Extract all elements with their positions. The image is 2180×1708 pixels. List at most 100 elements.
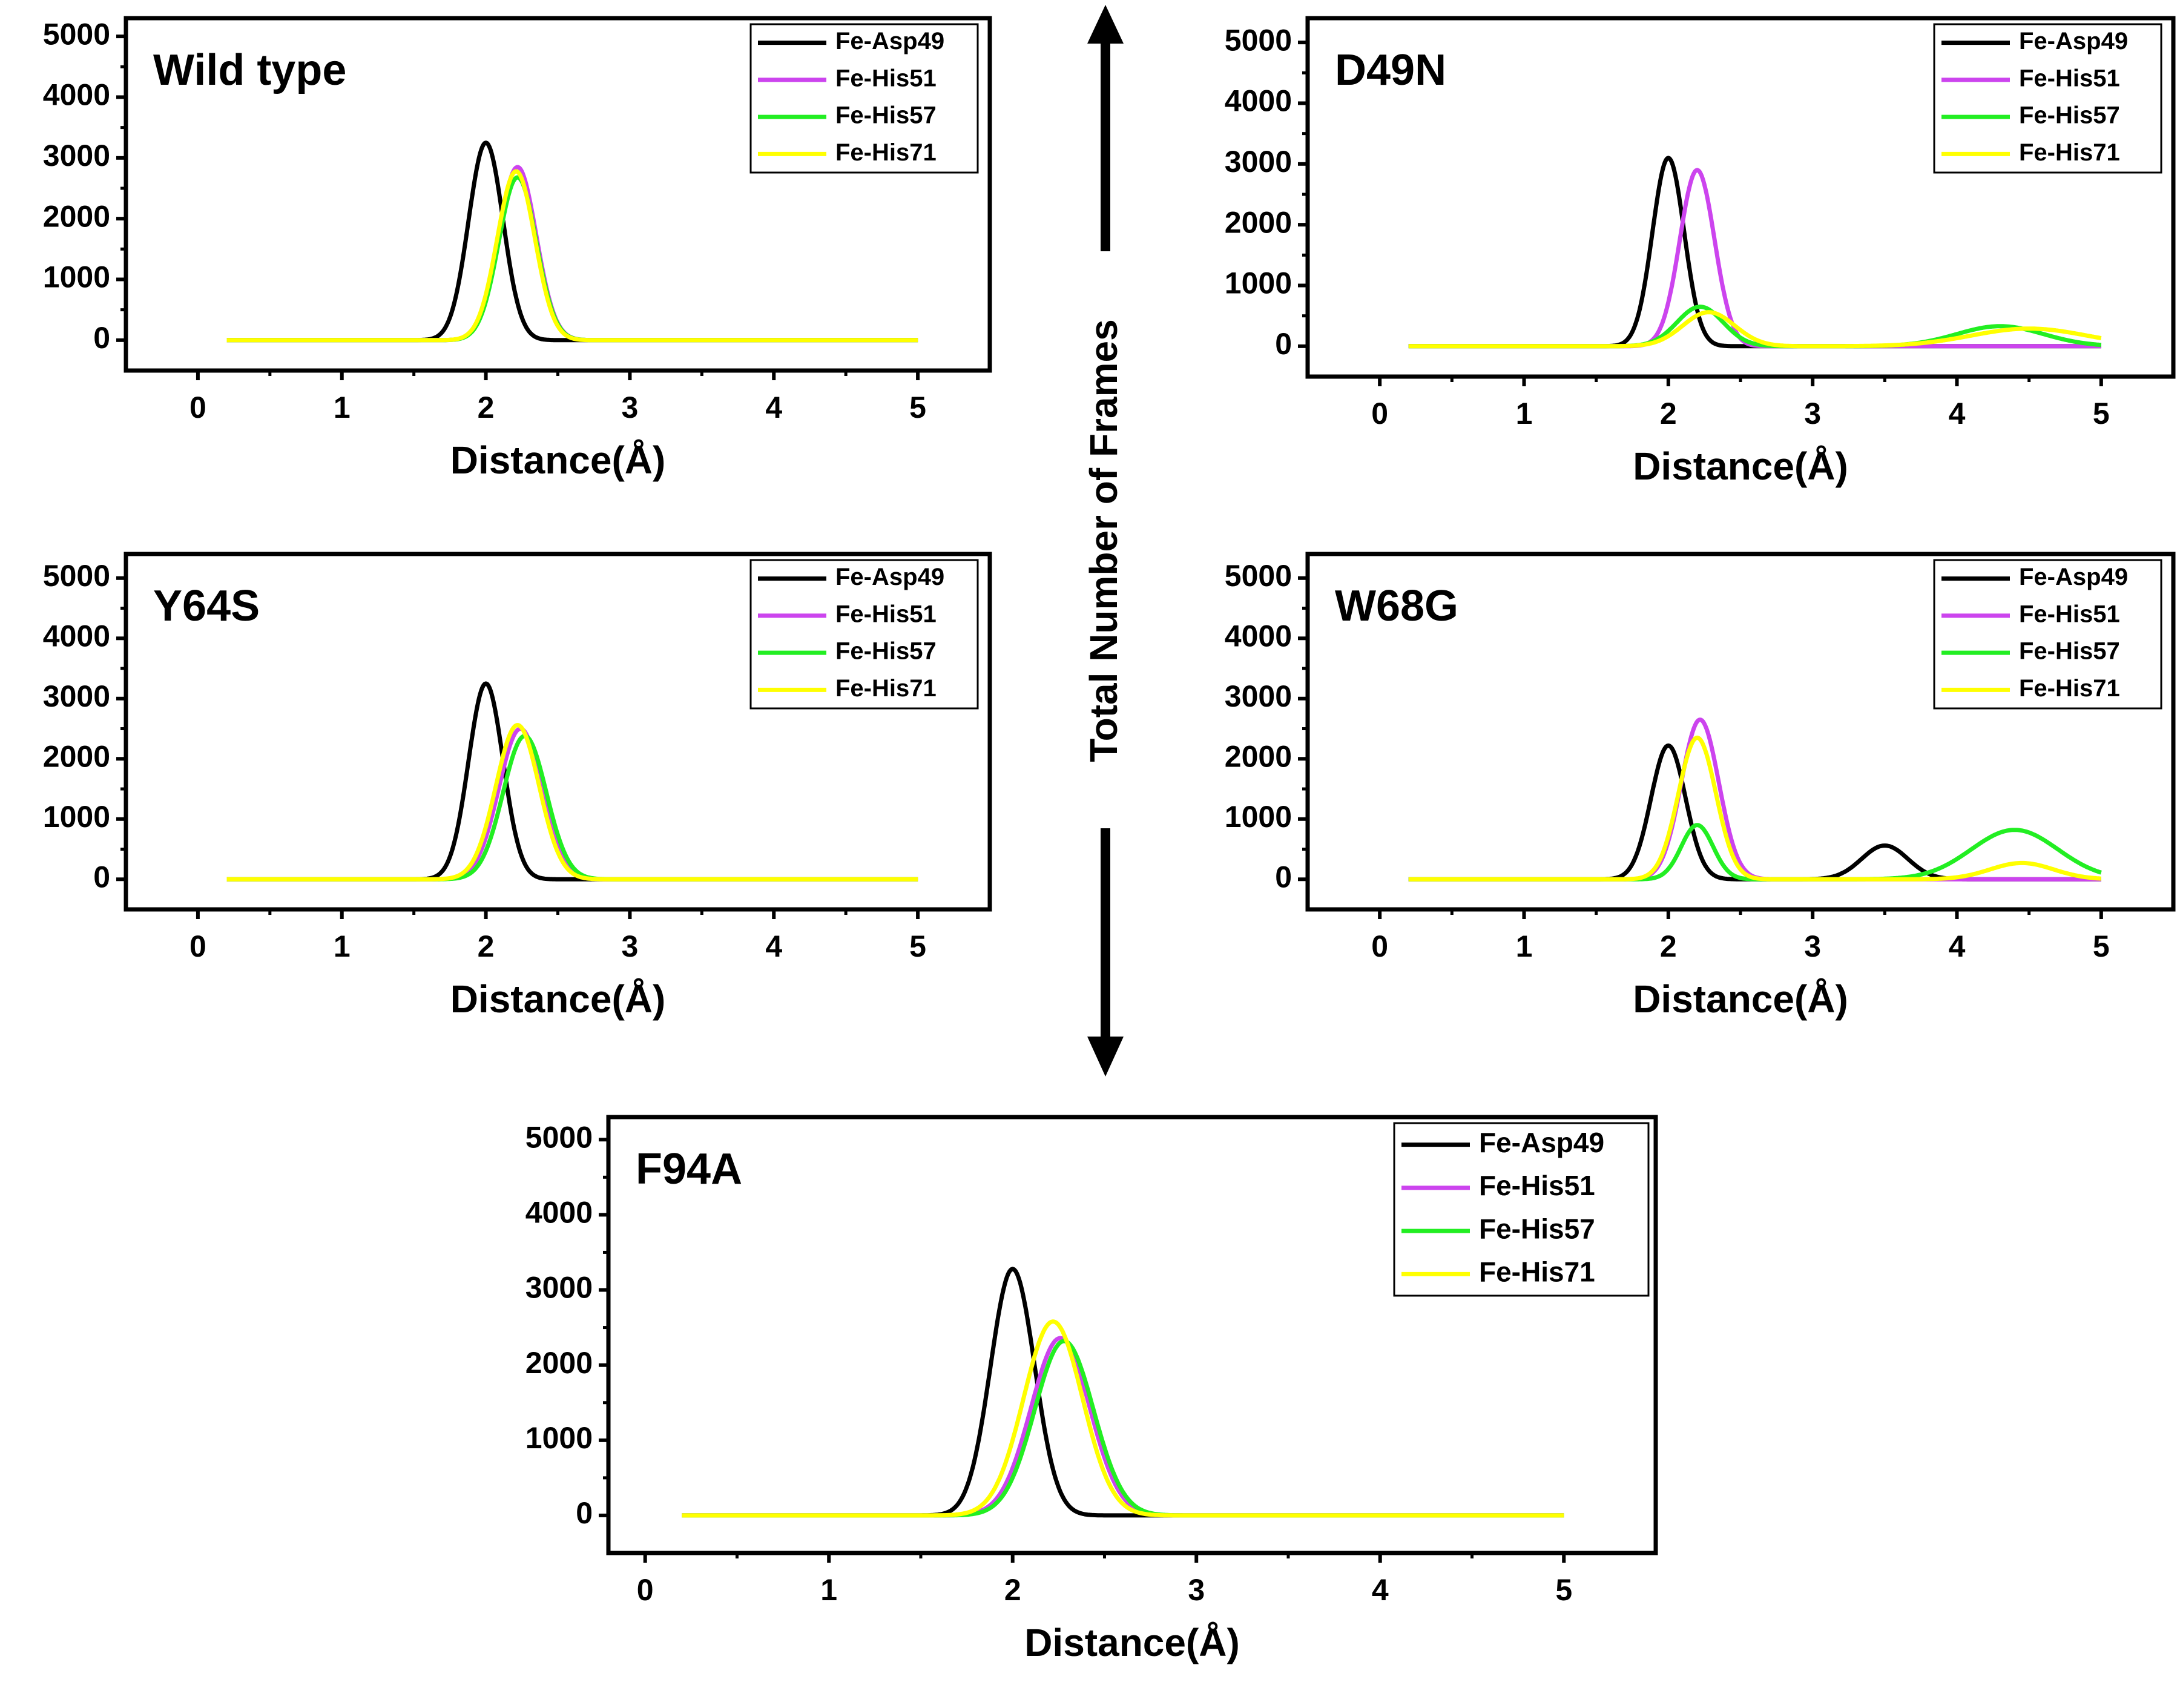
x-tick-label: 5 [1555, 1573, 1572, 1607]
series-line-fe-his71 [225, 723, 919, 882]
x-tick-label: 3 [622, 391, 639, 424]
x-axis-label: Distance(Å) [1633, 444, 1848, 488]
legend-label: Fe-His71 [2019, 675, 2120, 702]
series-line-fe-asp49 [681, 1267, 1565, 1518]
series-line-fe-his71 [1408, 310, 2103, 349]
series-line-fe-his51 [225, 165, 919, 343]
y-tick-label: 3000 [43, 139, 110, 173]
y-tick-label: 2000 [43, 199, 110, 233]
series-line-fe-his71 [225, 169, 919, 343]
x-axis-label: Distance(Å) [450, 977, 666, 1021]
legend-box [749, 559, 979, 710]
x-tick-label: 4 [1372, 1573, 1389, 1607]
y-axis-arrow: Total Number of Frames [1082, 5, 1125, 1077]
x-axis-label: Distance(Å) [450, 438, 666, 482]
y-tick-label: 1000 [43, 800, 110, 834]
x-tick-label: 0 [189, 391, 206, 424]
y-tick-label: 0 [93, 321, 110, 355]
legend-label: Fe-Asp49 [2019, 28, 2128, 54]
series-line-fe-his57 [1408, 823, 2103, 882]
x-tick-label: 3 [1804, 397, 1821, 430]
legend-label: Fe-His57 [835, 638, 937, 665]
series-line-fe-his57 [225, 175, 919, 343]
y-tick-label: 1000 [1225, 266, 1292, 300]
y-tick-label: 3000 [1225, 145, 1292, 179]
x-tick-label: 3 [622, 929, 639, 963]
series-line-fe-his71 [681, 1319, 1565, 1518]
legend-label: Fe-His51 [835, 65, 937, 91]
y-tick-label: 2000 [43, 739, 110, 773]
series-line-fe-his57 [225, 734, 919, 882]
arrow-up-shaft [1101, 42, 1110, 251]
y-tick-label: 5000 [525, 1120, 593, 1154]
legend-label: Fe-Asp49 [835, 564, 944, 590]
series-line-fe-asp49 [225, 681, 919, 882]
legend-label: Fe-Asp49 [2019, 564, 2128, 590]
series-line-fe-his51 [1408, 168, 2103, 349]
x-tick-label: 3 [1188, 1573, 1205, 1607]
y-tick-label: 4000 [1225, 84, 1292, 118]
legend-box [1933, 23, 2162, 174]
series-line-fe-his51 [225, 727, 919, 882]
y-tick-label: 0 [576, 1496, 593, 1530]
panel-title: D49N [1335, 46, 1446, 94]
legend: Fe-Asp49 Fe-His51 Fe-His57 Fe-His71 [1933, 23, 2162, 174]
y-tick-label: 4000 [43, 619, 110, 653]
y-tick-label: 4000 [43, 78, 110, 112]
x-tick-label: 0 [637, 1573, 654, 1607]
x-tick-label: 1 [1516, 929, 1533, 963]
panel-title: F94A [636, 1145, 742, 1193]
y-tick-label: 0 [1275, 327, 1292, 361]
legend: Fe-Asp49 Fe-His51 Fe-His57 Fe-His71 [749, 23, 979, 174]
chart-panel-y64s: 0 1000 2000 3000 4000 5000 0 1 2 3 4 5 Distance(Å) Y6… [43, 552, 992, 1021]
x-tick-label: 2 [1660, 929, 1677, 963]
x-tick-label: 4 [1949, 929, 1966, 963]
y-tick-label: 5000 [43, 559, 110, 593]
legend: Fe-Asp49 Fe-His51 Fe-His57 Fe-His71 [1933, 559, 2162, 710]
legend-label: Fe-His51 [835, 601, 937, 627]
y-tick-label: 1000 [525, 1421, 593, 1455]
panel-title: Y64S [153, 582, 260, 630]
chart-panel-f94a: 0 1000 2000 3000 4000 5000 0 1 2 3 4 5 Distance(Å) F9… [525, 1115, 1658, 1664]
x-tick-label: 5 [909, 391, 926, 424]
legend-label: Fe-His71 [835, 675, 937, 702]
y-tick-label: 3000 [525, 1271, 593, 1305]
series-line-fe-asp49 [1408, 743, 2103, 882]
x-tick-label: 0 [1371, 929, 1388, 963]
panel-title: Wild type [153, 46, 346, 94]
chart-panel-wild-type: 0 1000 2000 3000 4000 5000 0 1 2 3 4 5 Distance(Å) Wi… [43, 16, 992, 482]
legend-label: Fe-His57 [2019, 102, 2120, 129]
x-tick-label: 0 [1371, 397, 1388, 430]
legend-label: Fe-His71 [1479, 1256, 1595, 1288]
x-tick-label: 5 [2093, 397, 2110, 430]
x-tick-label: 2 [1004, 1573, 1021, 1607]
legend-label: Fe-His71 [835, 139, 937, 166]
legend-box [749, 23, 979, 174]
x-tick-label: 2 [1660, 397, 1677, 430]
x-tick-label: 3 [1804, 929, 1821, 963]
series-line-fe-asp49 [1408, 156, 2103, 349]
y-tick-label: 5000 [1225, 23, 1292, 57]
x-tick-label: 4 [1949, 397, 1966, 430]
plot-frame [606, 1115, 1658, 1555]
legend-label: Fe-His51 [2019, 65, 2120, 91]
series-line-fe-his57 [681, 1339, 1565, 1518]
x-tick-label: 5 [2093, 929, 2110, 963]
legend: Fe-Asp49 Fe-His51 Fe-His57 Fe-His71 [1393, 1122, 1650, 1297]
y-tick-label: 4000 [525, 1196, 593, 1230]
x-tick-label: 4 [765, 929, 782, 963]
legend-label: Fe-His57 [2019, 638, 2120, 665]
x-axis-label: Distance(Å) [1024, 1621, 1240, 1664]
chart-panel-w68g: 0 1000 2000 3000 4000 5000 0 1 2 3 4 5 Distance(Å) W6… [1225, 552, 2176, 1021]
y-tick-label: 0 [1275, 860, 1292, 894]
x-tick-label: 0 [189, 929, 206, 963]
y-tick-label: 4000 [1225, 619, 1292, 653]
x-tick-label: 1 [334, 929, 351, 963]
y-tick-label: 0 [93, 860, 110, 894]
x-tick-label: 1 [1516, 397, 1533, 430]
series-line-fe-his71 [1408, 735, 2103, 882]
y-tick-label: 5000 [1225, 559, 1292, 593]
y-tick-label: 3000 [1225, 679, 1292, 713]
